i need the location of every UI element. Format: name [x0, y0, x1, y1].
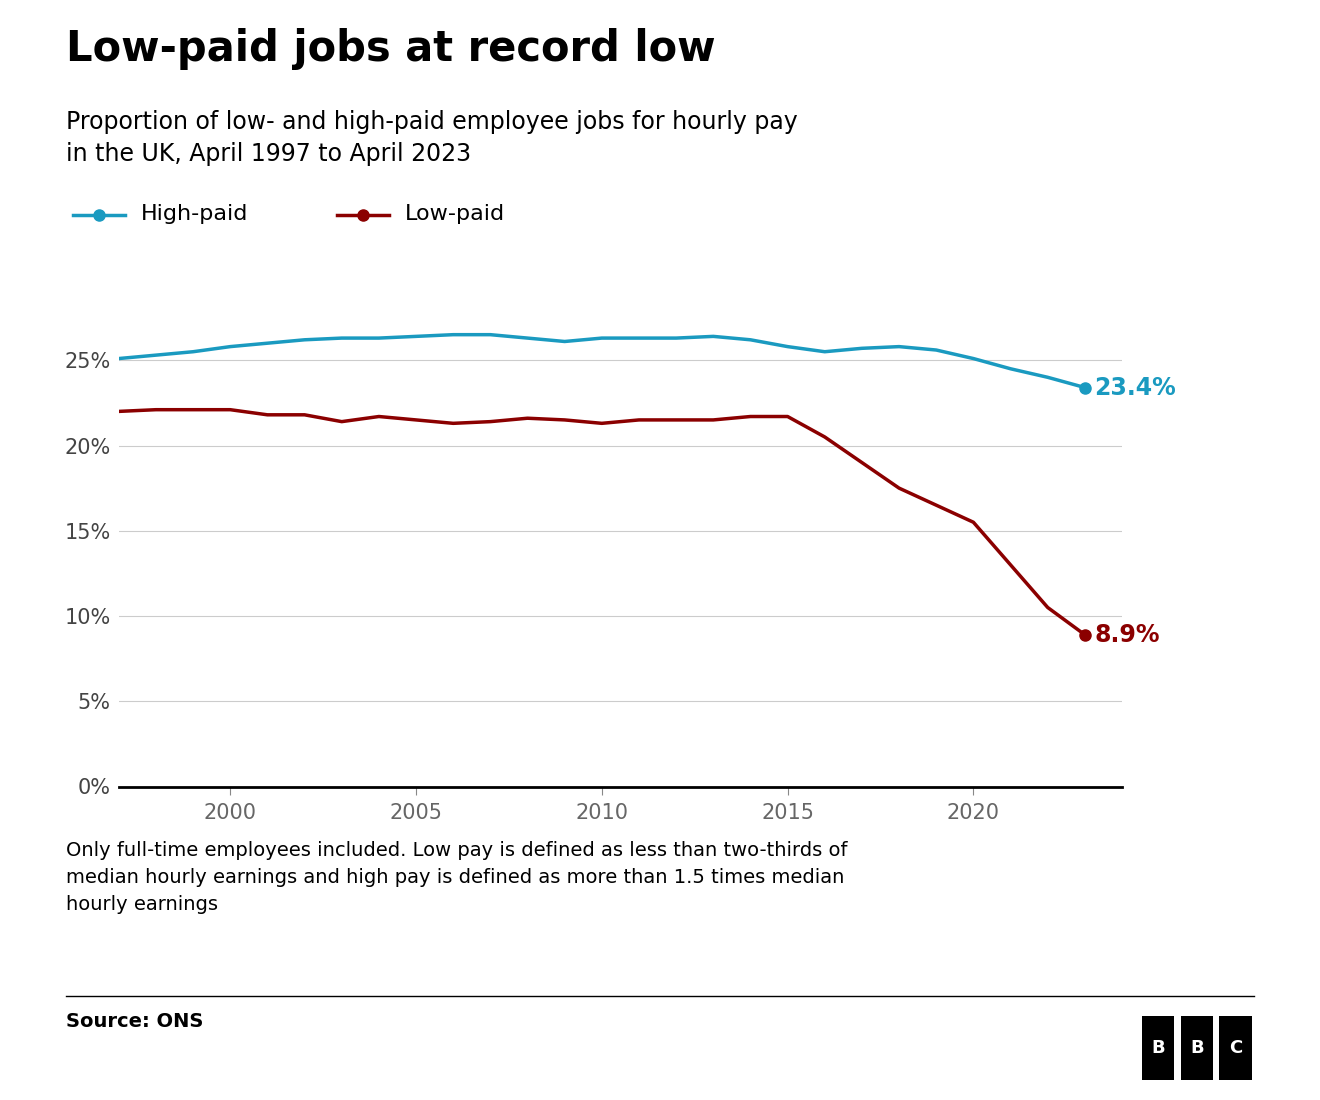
Text: Low-paid jobs at record low: Low-paid jobs at record low: [66, 28, 715, 69]
FancyBboxPatch shape: [1142, 1015, 1175, 1080]
Text: B: B: [1189, 1038, 1204, 1057]
Text: Proportion of low- and high-paid employee jobs for hourly pay
in the UK, April 1: Proportion of low- and high-paid employe…: [66, 110, 797, 166]
Text: Low-paid: Low-paid: [405, 205, 506, 224]
Text: C: C: [1229, 1038, 1242, 1057]
Text: High-paid: High-paid: [141, 205, 248, 224]
Text: Source: ONS: Source: ONS: [66, 1012, 203, 1031]
FancyBboxPatch shape: [1220, 1015, 1251, 1080]
Text: Only full-time employees included. Low pay is defined as less than two-thirds of: Only full-time employees included. Low p…: [66, 842, 847, 913]
Text: 8.9%: 8.9%: [1094, 623, 1160, 647]
FancyBboxPatch shape: [1180, 1015, 1213, 1080]
Text: 23.4%: 23.4%: [1094, 375, 1176, 399]
Text: B: B: [1151, 1038, 1164, 1057]
